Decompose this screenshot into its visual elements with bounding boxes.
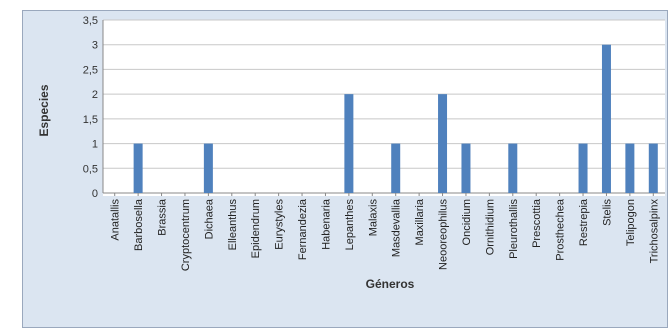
x-tick-label: Restrepia: [578, 198, 590, 246]
x-tick-label: Trichosalpinx: [648, 199, 660, 264]
x-tick-label: Fernandezia: [297, 198, 309, 260]
y-tick-label: 0: [92, 188, 98, 200]
x-tick-label: Ornithidium: [484, 199, 496, 255]
y-tick-label: 0,5: [83, 163, 98, 175]
y-tick-label: 1,5: [83, 114, 98, 126]
y-tick-label: 1: [92, 139, 98, 151]
plot-area: [103, 20, 665, 196]
x-tick-label: Dichaea: [203, 198, 215, 239]
x-tick-label: Brassia: [157, 198, 169, 236]
y-tick-label: 2,5: [83, 64, 98, 76]
bar: [344, 94, 354, 193]
x-tick-label: Prosthechea: [555, 198, 567, 261]
x-tick-label: Malaxis: [367, 199, 379, 237]
x-tick-label: Epidendrum: [250, 199, 262, 258]
x-tick-label: Eurystyles: [274, 199, 286, 250]
bar: [578, 143, 588, 193]
x-tick-label: Anatallis: [110, 199, 122, 241]
bar: [438, 94, 448, 193]
bar: [601, 44, 611, 193]
bar: [133, 143, 143, 193]
x-axis-title: Géneros: [366, 277, 415, 291]
x-tick-label: Lepanthes: [344, 199, 356, 251]
x-tick-label: Habenaria: [320, 198, 332, 250]
x-tick-label: Elleanthus: [227, 199, 239, 251]
y-axis-title: Especies: [37, 84, 51, 136]
y-tick-label: 3,5: [83, 15, 98, 27]
bar: [648, 143, 658, 193]
x-tick-label: Pleurothallis: [508, 199, 520, 259]
x-tick-label: Maxillaria: [414, 198, 426, 245]
bar: [508, 143, 518, 193]
y-tick-label: 2: [92, 89, 98, 101]
x-tick-label: Prescottia: [531, 198, 543, 248]
x-tick-label: Barbosella: [133, 198, 145, 251]
bar: [391, 143, 401, 193]
x-tick-label: Oncidium: [461, 199, 473, 245]
x-tick-label: Masdevallia: [391, 198, 403, 257]
x-tick-label: Telipogon: [625, 199, 637, 246]
x-tick-label: Stelis: [601, 199, 613, 226]
bar: [203, 143, 213, 193]
x-tick-label: Cryptocentrum: [180, 199, 192, 271]
bar: [461, 143, 471, 193]
bar: [625, 143, 635, 193]
x-tick-label: Neooreophilus: [438, 199, 450, 270]
y-tick-label: 3: [92, 40, 98, 52]
